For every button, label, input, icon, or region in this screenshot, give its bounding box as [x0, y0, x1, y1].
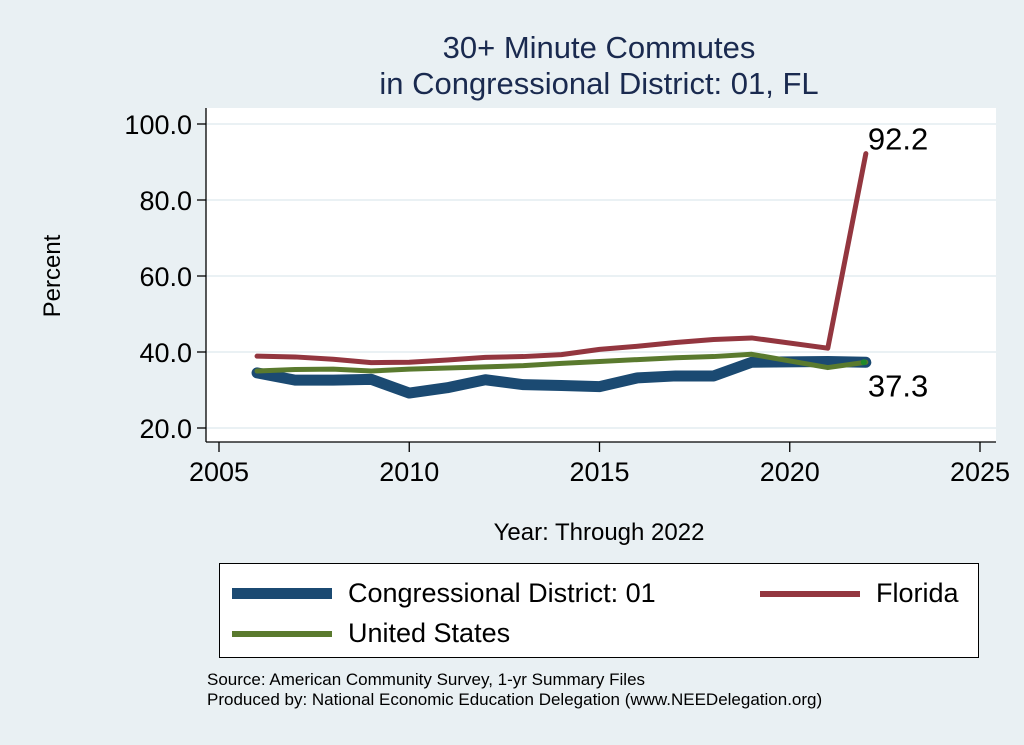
producer-note: Produced by: National Economic Education…: [207, 690, 823, 709]
x-axis-label: Year: Through 2022: [493, 519, 705, 546]
annotations: 92.2 37.3: [868, 122, 928, 404]
y-tick-label: 20.0: [139, 414, 192, 444]
x-tick-label: 2015: [569, 457, 629, 487]
legend-label: United States: [348, 618, 511, 648]
legend-item-united-states: United States: [232, 618, 510, 649]
endpoint-marker: [860, 359, 867, 366]
y-tick-label: 80.0: [139, 186, 192, 216]
footer: Source: American Community Survey, 1-yr …: [207, 670, 822, 710]
annotation-label: 37.3: [868, 368, 928, 403]
chart-title: 30+ Minute Commutes: [442, 30, 756, 65]
legend-item-congressional-district: Congressional District: 01: [232, 578, 656, 609]
chart-subtitle: in Congressional District: 01, FL: [379, 66, 819, 101]
gridlines: [206, 123, 996, 429]
series-line-congressional-district: [251, 356, 872, 399]
y-axis-ticks: 20.0 40.0 60.0 80.0 100.0: [124, 110, 206, 444]
series-lines: [251, 151, 872, 399]
y-axis-label: Percent: [39, 234, 66, 318]
series-line-united-states: [254, 351, 869, 374]
legend-item-florida: Florida: [760, 578, 959, 609]
series-line-florida: [254, 151, 869, 366]
x-axis-ticks: 2005 2010 2015 2020 2025: [189, 442, 1010, 487]
annotation-label: 92.2: [868, 122, 928, 157]
x-tick-label: 2025: [950, 457, 1010, 487]
x-tick-label: 2020: [760, 457, 820, 487]
legend-label: Congressional District: 01: [348, 578, 656, 608]
y-tick-label: 100.0: [124, 110, 192, 140]
series-florida: [254, 151, 869, 366]
y-tick-label: 60.0: [139, 262, 192, 292]
legend-swatch-florida: [760, 590, 860, 597]
legend-swatch-congressional-district: [232, 588, 332, 599]
source-note: Source: American Community Survey, 1-yr …: [207, 670, 646, 689]
x-tick-label: 2005: [189, 457, 249, 487]
y-tick-label: 40.0: [139, 338, 192, 368]
legend: Congressional District: 01 Florida Unite…: [219, 563, 979, 658]
legend-swatch-united-states: [232, 630, 332, 637]
legend-label: Florida: [876, 578, 959, 608]
x-tick-label: 2010: [379, 457, 439, 487]
